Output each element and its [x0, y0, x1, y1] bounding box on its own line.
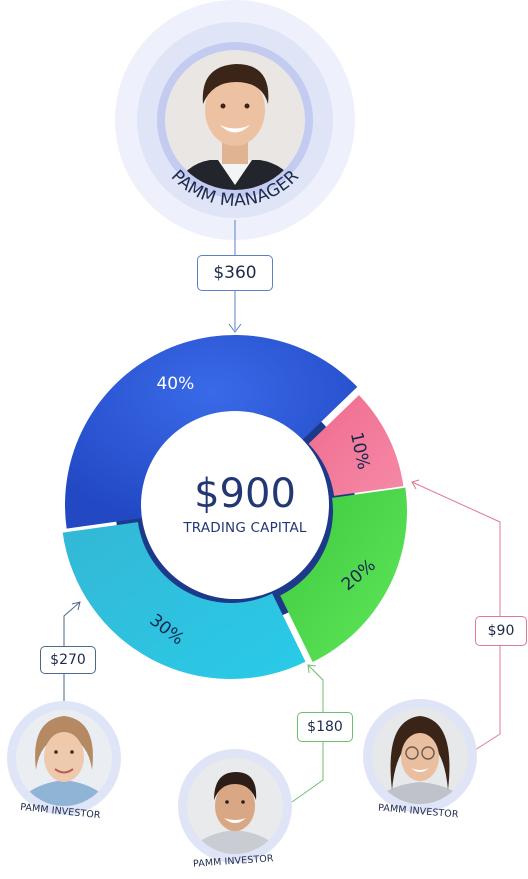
donut-slice-10pct: [308, 395, 404, 496]
capital-donut-chart: 40%10%20%30%: [62, 335, 407, 679]
manager-amount: $360: [213, 263, 257, 283]
manager-amount-box: $360: [197, 255, 273, 291]
investor-avatar-woman: [16, 710, 112, 806]
trading-capital-label: TRADING CAPITAL: [183, 520, 307, 536]
investor-middle-node: [178, 749, 292, 863]
investor-left-flow-line-b: [63, 601, 81, 646]
investor-right-node: [363, 699, 477, 813]
manager-node: PAMM MANAGER: [115, 0, 355, 240]
investor-left-amount: $270: [50, 652, 86, 668]
investor-avatar-woman-glasses: [372, 708, 468, 804]
donut-slice-30pct: [62, 522, 306, 679]
trading-capital-amount: $900: [194, 471, 296, 517]
manager-flow-arrow: [228, 323, 242, 333]
investor-right-amount: $90: [487, 623, 515, 639]
investor-left-amount-box: $270: [40, 646, 96, 674]
investor-middle-flow-line-b: [307, 664, 324, 712]
donut-label-40pct: 40%: [156, 374, 194, 394]
manager-avatar: [165, 50, 305, 190]
investor-right-flow-line-a: [474, 646, 501, 751]
donut-slices: [62, 335, 407, 679]
investor-right-flow-line-b: [411, 481, 501, 616]
investor-middle-flow-arrow: [307, 664, 317, 674]
donut-slice-40pct: [64, 335, 358, 529]
donut-slice-20pct: [280, 487, 407, 662]
donut-center: $900 TRADING CAPITAL: [150, 470, 340, 536]
investor-middle-amount-box: $180: [297, 712, 353, 742]
investor-right-amount-box: $90: [475, 616, 527, 646]
investor-middle-amount: $180: [307, 719, 343, 735]
flow-lines: [63, 220, 501, 803]
investor-right-flow-arrow: [411, 479, 420, 490]
investor-middle-flow-line-a: [291, 742, 324, 803]
investor-left-flow-arrow: [71, 601, 81, 611]
investor-left-node: [7, 701, 121, 815]
donut-hole: [141, 411, 329, 599]
